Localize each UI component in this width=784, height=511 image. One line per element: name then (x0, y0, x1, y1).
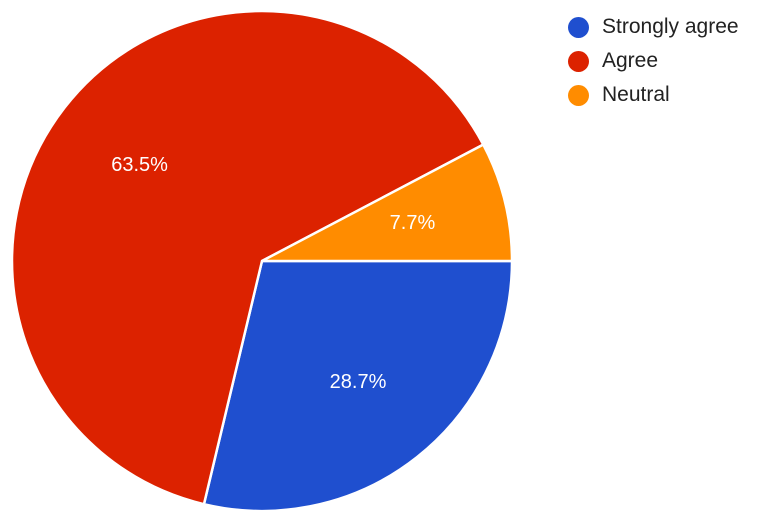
legend-label: Strongly agree (602, 15, 739, 38)
legend-label: Agree (602, 49, 659, 72)
slice-label-agree: 63.5% (111, 154, 168, 176)
legend-label: Neutral (602, 83, 670, 106)
pie-chart: 28.7% 63.5% 7.7% (10, 9, 514, 511)
legend-swatch-icon (568, 50, 589, 72)
legend: Strongly agree Agree Neutral (568, 10, 780, 112)
slice-label-neutral: 7.7% (390, 212, 436, 234)
pie-slice-neutral (261, 142, 514, 263)
legend-swatch-icon (568, 16, 589, 38)
legend-item-neutral: Neutral (568, 78, 780, 112)
legend-item-strongly-agree: Strongly agree (568, 10, 780, 44)
slice-label-strongly-agree: 28.7% (330, 371, 387, 393)
pie-slice-agree (10, 9, 485, 506)
legend-item-agree: Agree (568, 44, 780, 78)
pie-slices (10, 9, 514, 511)
pie-labels: 28.7% 63.5% 7.7% (111, 154, 435, 393)
legend-swatch-icon (568, 84, 589, 106)
